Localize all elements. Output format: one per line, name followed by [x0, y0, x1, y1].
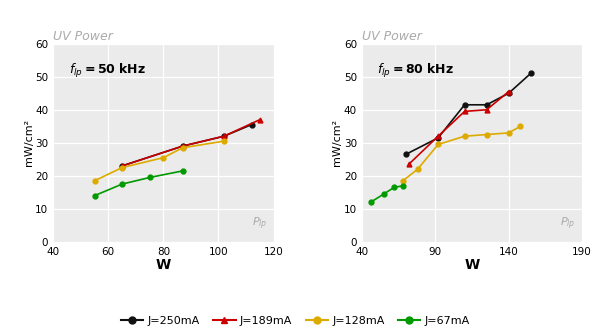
- Y-axis label: mW/cm²: mW/cm²: [332, 119, 342, 166]
- Text: UV Power: UV Power: [53, 30, 113, 43]
- Y-axis label: mW/cm²: mW/cm²: [24, 119, 34, 166]
- X-axis label: W: W: [156, 258, 171, 272]
- Text: $\mathit{f_{lp}}$$\mathbf{=50\ kHz}$: $\mathit{f_{lp}}$$\mathbf{=50\ kHz}$: [69, 61, 145, 80]
- Text: UV Power: UV Power: [362, 30, 421, 43]
- X-axis label: W: W: [465, 258, 479, 272]
- Text: $P_{lp}$: $P_{lp}$: [252, 216, 267, 232]
- Text: $\mathit{f_{lp}}$$\mathbf{=80\ kHz}$: $\mathit{f_{lp}}$$\mathbf{=80\ kHz}$: [377, 61, 454, 80]
- Legend: J=250mA, J=189mA, J=128mA, J=67mA: J=250mA, J=189mA, J=128mA, J=67mA: [116, 311, 475, 330]
- Text: $P_{lp}$: $P_{lp}$: [560, 216, 576, 232]
